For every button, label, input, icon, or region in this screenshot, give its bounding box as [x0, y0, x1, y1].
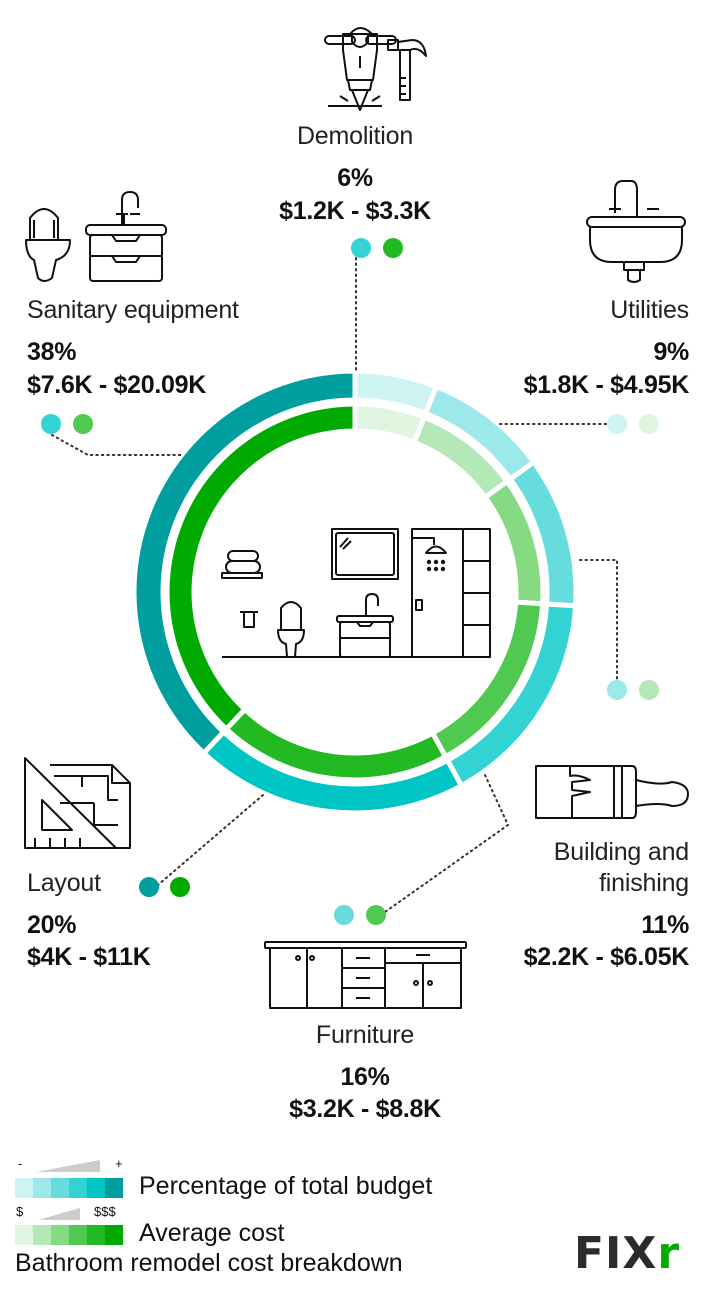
- label-sanitary-range: $7.6K - $20.09K: [27, 371, 206, 399]
- connector-sanitary: [51, 434, 183, 456]
- legend-dot-cost-layout: [170, 877, 190, 897]
- swatch: [51, 1225, 69, 1245]
- connector-furniture: [384, 774, 510, 913]
- legend-dot-cost-utilities: [639, 414, 659, 434]
- swatch: [15, 1225, 33, 1245]
- rings: [131, 368, 579, 816]
- label-building-name-line2: finishing: [599, 869, 689, 897]
- legend-dot-budget-utilities: [607, 414, 627, 434]
- label-furniture-range: $3.2K - $8.8K: [289, 1095, 441, 1123]
- swatch: [69, 1225, 87, 1245]
- bathroom-scene-icon: [221, 528, 491, 658]
- label-demolition-range: $1.2K - $3.3K: [279, 197, 431, 225]
- legend-dot-budget-demolition: [351, 238, 371, 258]
- label-layout-pct: 20%: [27, 911, 77, 939]
- label-utilities-name: Utilities: [610, 296, 689, 324]
- blueprint-icon: [24, 757, 131, 849]
- connector-layout: [157, 794, 264, 886]
- vanity-icon: [85, 191, 167, 282]
- ring-segment-sanitary-equipment: [164, 401, 358, 733]
- swatch: [33, 1178, 51, 1198]
- label-building-name-line1: Building and: [553, 838, 689, 866]
- swatch: [15, 1178, 33, 1198]
- label-sanitary-pct: 38%: [27, 338, 77, 366]
- legend-budget-wedge: [36, 1160, 100, 1172]
- legend-budget-min: -: [18, 1156, 23, 1171]
- label-utilities-range: $1.8K - $4.95K: [523, 371, 690, 399]
- fixr-logo: FIXr: [574, 1228, 680, 1279]
- legend-dot-cost-sanitary: [73, 414, 93, 434]
- label-furniture-name: Furniture: [315, 1021, 415, 1049]
- legend-cost-swatches: [15, 1225, 123, 1245]
- connector-building: [579, 559, 618, 681]
- logo-main: FIX: [574, 1228, 658, 1279]
- label-building-range: $2.2K - $6.05K: [523, 943, 690, 971]
- hammer-icon: [387, 39, 427, 101]
- paintbrush-icon: [535, 765, 689, 819]
- legend-cost-label: Average cost: [139, 1219, 285, 1247]
- label-utilities-pct: 9%: [653, 338, 689, 366]
- swatch: [87, 1225, 105, 1245]
- legend-cost-wedge: [38, 1208, 80, 1220]
- swatch: [87, 1178, 105, 1198]
- label-layout-name: Layout: [27, 869, 101, 897]
- legend-budget-max: +: [115, 1156, 123, 1171]
- label-furniture-pct: 16%: [340, 1063, 390, 1091]
- label-layout-range: $4K - $11K: [27, 943, 151, 971]
- ring-segment-sanitary-equipment: [131, 368, 358, 757]
- legend-cost-max: $$$: [94, 1204, 116, 1219]
- jackhammer-icon: [324, 27, 397, 111]
- legend-dot-cost-building: [639, 680, 659, 700]
- legend-dot-budget-building: [607, 680, 627, 700]
- swatch: [105, 1225, 123, 1245]
- legend-dot-budget-furniture: [334, 905, 354, 925]
- legend-cost-min: $: [16, 1204, 24, 1219]
- legend-dot-budget-layout: [139, 877, 159, 897]
- logo-accent: r: [657, 1228, 681, 1279]
- swatch: [51, 1178, 69, 1198]
- legend-budget-swatches: [15, 1178, 123, 1198]
- label-demolition-pct: 6%: [337, 164, 373, 192]
- legend-budget-label: Percentage of total budget: [139, 1172, 433, 1200]
- cabinet-icon: [264, 941, 467, 1009]
- swatch: [33, 1225, 51, 1245]
- label-demolition-name: Demolition: [296, 122, 414, 150]
- sink-icon: [586, 180, 686, 283]
- label-building-pct: 11%: [641, 911, 689, 939]
- swatch: [69, 1178, 87, 1198]
- connector-lines: [51, 257, 618, 913]
- toilet-icon: [25, 208, 71, 282]
- legend-dot-cost-furniture: [366, 905, 386, 925]
- chart-title: Bathroom remodel cost breakdown: [15, 1249, 403, 1277]
- label-sanitary-name: Sanitary equipment: [27, 296, 239, 324]
- swatch: [105, 1178, 123, 1198]
- legend-dot-budget-sanitary: [41, 414, 61, 434]
- legend-dot-cost-demolition: [383, 238, 403, 258]
